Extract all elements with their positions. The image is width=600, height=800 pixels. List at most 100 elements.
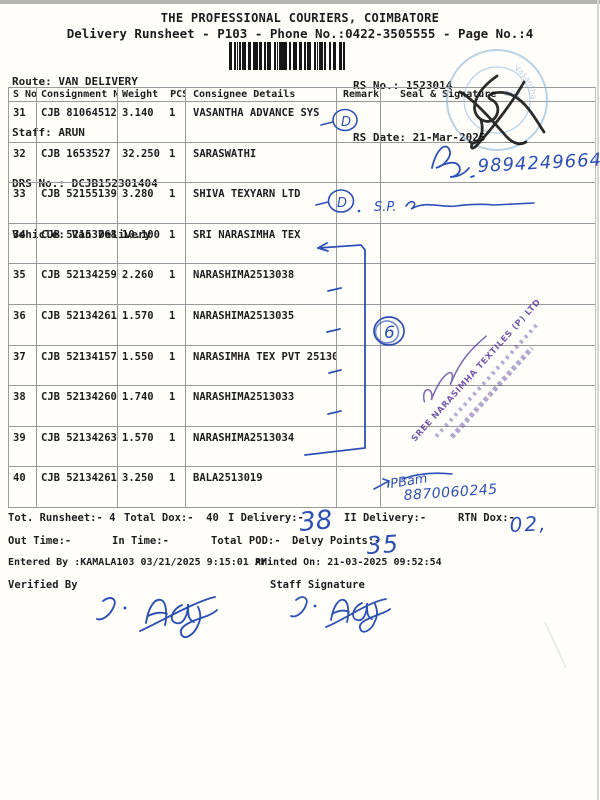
consignment-cell: CJB 1653527 <box>37 142 118 183</box>
consignee-cell: NARASHIMA2513035 <box>186 304 337 345</box>
verified-by-label: Verified By <box>8 579 78 591</box>
staff-signature-ink <box>290 596 391 633</box>
company-title: THE PROFESSIONAL COURIERS, COIMBATORE <box>160 11 440 25</box>
consignment-cell: CJB 521342608 <box>37 386 118 426</box>
table-header-row: S No Consignment No Weight PCS Consignee… <box>9 88 595 102</box>
sno-cell: 33 <box>9 183 37 223</box>
seal-signature-cell <box>381 305 595 345</box>
weight-pcs-cell: 3.280 1 <box>118 183 186 223</box>
verified-by-signature-ink <box>96 596 218 639</box>
remarks-cell <box>337 345 381 386</box>
seal-signature-cell <box>381 143 595 183</box>
weight-pcs-cell: 10.100 1 <box>118 223 186 264</box>
ii-delivery-label: II Delivery:- <box>344 512 427 524</box>
remarks-cell <box>337 102 381 142</box>
weight-pcs-cell: 1.570 1 <box>118 426 186 467</box>
sno-cell: 36 <box>9 304 37 345</box>
weight-pcs-cell: 3.140 1 <box>118 102 186 142</box>
scan-scratch-artifact <box>544 621 567 669</box>
runsheet-subtitle: Delivery Runsheet - P103 - Phone No.:042… <box>66 26 534 41</box>
consignee-cell: NARASHIMA2513033 <box>186 386 337 426</box>
consignment-cell: CJB 521342595 <box>37 264 118 304</box>
pcs-value: 1 <box>169 350 176 363</box>
seal-signature-cell <box>381 102 595 142</box>
weight-value: 32.250 <box>122 147 160 160</box>
weight-value: 3.250 <box>122 472 154 485</box>
consignment-cell: CJB 81064512 <box>37 102 118 142</box>
col-header-remarks: Remarks <box>337 88 381 101</box>
col-header-seal: Seal & Signature <box>400 89 497 100</box>
drs-no-line: DRS No.: DCJB152301404 <box>12 177 158 190</box>
remarks-cell <box>337 183 381 223</box>
delvy-points-label: Delvy Points:- <box>292 535 381 547</box>
staff-signature-label: Staff Signature <box>270 579 365 591</box>
weight-value: 10.100 <box>122 228 160 241</box>
table-row: 32 CJB 1653527 32.250 1 SARASWATHI <box>9 142 595 184</box>
table-row: 34 CJB 521537688 10.100 1 SRI NARASIMHA T… <box>9 223 595 265</box>
pcs-value: 1 <box>169 188 176 201</box>
consignee-cell: SRI NARASIMHA TEX <box>186 223 337 264</box>
sno-cell: 34 <box>9 223 37 264</box>
rtn-dox-label: RTN Dox:- <box>458 512 515 524</box>
pcs-value: 1 <box>169 431 176 444</box>
weight-value: 1.570 <box>122 309 154 322</box>
entered-by: Entered By :KAMALA103 03/21/2025 9:15:01… <box>8 557 267 568</box>
table-row: 36 CJB 521342610 1.570 1 NARASHIMA2513035 <box>9 304 595 346</box>
consignment-cell: CJB 521342610 <box>37 304 118 345</box>
remarks-cell <box>337 386 381 426</box>
seal-signature-cell <box>381 264 595 304</box>
table-row: 40 CJB 521342617 3.250 1 BALA2513019 <box>9 467 595 508</box>
col-header-weight-pcs: Weight PCS <box>118 88 186 101</box>
sno-cell: 40 <box>9 467 37 507</box>
consignee-cell: NARASHIMA2513038 <box>186 264 337 304</box>
tot-runsheet: Tot. Runsheet:- 4 <box>8 512 116 524</box>
weight-value: 1.550 <box>122 350 154 363</box>
sno-cell: 35 <box>9 264 37 304</box>
consignment-cell: CJB 521341570 <box>37 345 118 386</box>
remarks-cell <box>337 142 381 183</box>
remarks-cell <box>337 467 381 507</box>
seal-signature-cell <box>381 427 595 467</box>
table-row: 33 CJB 521551394 3.280 1 SHIVA TEXYARN LT… <box>9 183 595 224</box>
consignee-cell: BALA2513019 <box>186 467 337 507</box>
i-delivery-label: I Delivery:- <box>228 512 304 524</box>
pcs-value: 1 <box>169 269 176 282</box>
runsheet-barcode <box>229 42 345 70</box>
sno-cell: 31 <box>9 102 37 142</box>
seal-signature-cell <box>381 467 595 507</box>
consignee-cell: SHIVA TEXYARN LTD <box>186 183 337 223</box>
weight-value: 2.260 <box>122 269 154 282</box>
seal-signature-cell <box>381 183 595 223</box>
seal-signature-cell <box>381 224 595 264</box>
weight-pcs-cell: 1.740 1 <box>118 386 186 426</box>
remarks-cell <box>337 304 381 345</box>
remarks-cell <box>337 223 381 264</box>
weight-pcs-cell: 3.250 1 <box>118 467 186 507</box>
out-time-label: Out Time:- <box>8 535 72 547</box>
consignee-cell: NARASIMHA TEX PVT 2513037 <box>186 345 337 386</box>
weight-value: 3.140 <box>122 107 154 119</box>
pcs-value: 1 <box>169 391 176 404</box>
weight-value: 1.570 <box>122 431 154 444</box>
scan-edge-artifact <box>597 0 599 800</box>
sno-cell: 37 <box>9 345 37 386</box>
pcs-value: 1 <box>169 228 176 241</box>
pcs-value: 1 <box>169 147 176 160</box>
consignee-cell: SARASWATHI <box>186 142 337 183</box>
consignee-cell: NARASHIMA2513034 <box>186 426 337 467</box>
remarks-cell <box>337 426 381 467</box>
total-dox: Total Dox:- 40 <box>124 512 219 524</box>
table-row: 35 CJB 521342595 2.260 1 NARASHIMA2513038 <box>9 264 595 305</box>
col-header-consignee: Consignee Details <box>186 88 337 101</box>
consignment-cell: CJB 521537688 <box>37 223 118 264</box>
route-line: Route: VAN DELIVERY <box>12 75 138 88</box>
weight-pcs-cell: 2.260 1 <box>118 264 186 304</box>
consignment-cell: CJB 521342630 <box>37 426 118 467</box>
sno-cell: 39 <box>9 426 37 467</box>
consignment-cell: CJB 521342617 <box>37 467 118 507</box>
weight-pcs-cell: 1.570 1 <box>118 304 186 345</box>
remarks-cell <box>337 264 381 304</box>
weight-value: 1.740 <box>122 391 154 404</box>
table-row: 37 CJB 521341570 1.550 1 NARASIMHA TEX PV… <box>9 345 595 387</box>
